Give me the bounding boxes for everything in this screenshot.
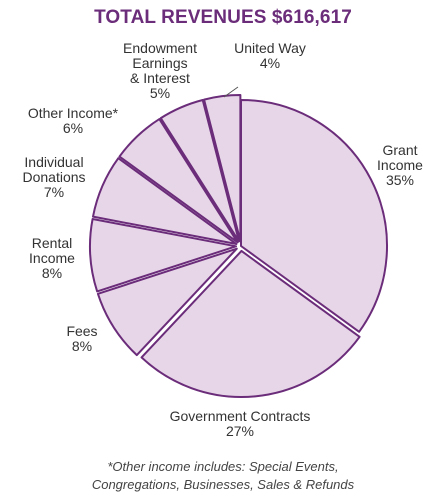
slice-value-5: 6% xyxy=(62,120,84,136)
pie-slice-0 xyxy=(240,99,388,333)
slice-label-5: Other Income* 6% xyxy=(18,106,128,136)
slice-label-7-line-0: United Way xyxy=(234,40,306,56)
slice-label-0-line-1: Income xyxy=(377,157,423,173)
slice-label-6-line-2: & Interest xyxy=(130,70,190,86)
slice-label-6-line-0: Endowment xyxy=(123,40,197,56)
pie-slice-2 xyxy=(96,247,238,357)
slice-value-1: 27% xyxy=(225,423,255,439)
slice-label-6: Endowment Earnings & Interest 5% xyxy=(100,41,220,101)
slice-label-1-line-0: Government Contracts xyxy=(169,408,311,424)
slice-label-0-line-0: Grant xyxy=(382,142,418,158)
slice-label-1: Government Contracts 27% xyxy=(150,409,330,439)
footnote-line-2: Congregations, Businesses, Sales & Refun… xyxy=(91,477,355,492)
pie-slice-1 xyxy=(140,249,361,398)
leader-line-united-way xyxy=(223,86,239,98)
slice-label-3-line-1: Income xyxy=(29,250,75,266)
slice-label-4-line-1: Donations xyxy=(22,169,86,185)
slice-label-2-line-0: Fees xyxy=(66,323,98,339)
slice-label-3: Rental Income 8% xyxy=(12,236,92,281)
pie-slice-4 xyxy=(91,157,238,246)
slice-label-2: Fees 8% xyxy=(52,324,112,354)
slice-label-7: United Way 4% xyxy=(222,41,318,71)
slice-label-0: Grant Income 35% xyxy=(360,143,440,188)
pie-slice-6 xyxy=(159,98,241,243)
chart-title: TOTAL REVENUES $616,617 xyxy=(94,7,352,28)
slice-label-3-line-0: Rental xyxy=(31,235,73,251)
slice-label-5-line-0: Other Income* xyxy=(27,105,119,121)
slice-label-6-line-1: Earnings xyxy=(132,55,188,71)
slice-value-2: 8% xyxy=(71,338,93,354)
slice-value-0: 35% xyxy=(385,172,415,188)
slice-value-6: 5% xyxy=(149,85,171,101)
footnote: *Other income includes: Special Events, … xyxy=(0,458,446,494)
pie-slice-3 xyxy=(89,217,238,293)
slice-value-4: 7% xyxy=(43,184,65,200)
footnote-line-1: *Other income includes: Special Events, xyxy=(107,459,339,474)
slice-label-4-line-0: Individual xyxy=(24,154,84,170)
slice-value-3: 8% xyxy=(41,265,63,281)
pie-slice-5 xyxy=(118,118,239,244)
slice-label-4: Individual Donations 7% xyxy=(8,155,100,200)
slice-value-7: 4% xyxy=(259,55,281,71)
pie-slice-7 xyxy=(203,94,242,243)
